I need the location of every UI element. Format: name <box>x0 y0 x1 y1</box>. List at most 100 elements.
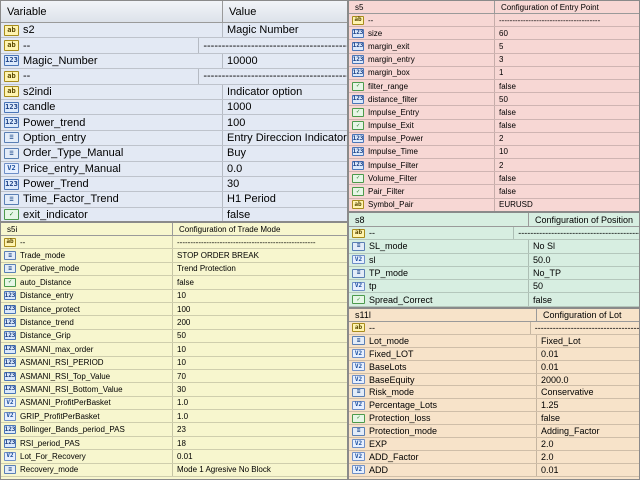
parameter-row[interactable]: 123 candle 1000 <box>1 99 347 116</box>
column-header-value[interactable]: Configuration of Lot <box>543 310 622 320</box>
parameter-value[interactable]: 30 <box>227 178 240 191</box>
parameter-row[interactable]: V2 Lot_For_Recovery 0.01 <box>1 450 347 464</box>
parameter-value[interactable]: false <box>533 294 553 305</box>
parameter-value[interactable]: 2.0 <box>541 438 554 449</box>
parameter-value[interactable]: 1000 <box>227 101 252 114</box>
parameter-value[interactable]: ----------------------------------------… <box>177 237 316 247</box>
parameter-row[interactable]: 123 margin_box 1 <box>349 66 639 80</box>
column-header-variable[interactable]: s11l <box>349 309 537 321</box>
parameter-value[interactable]: -------------------------------------- <box>499 15 601 25</box>
parameter-value[interactable]: 60 <box>499 28 508 38</box>
column-header-value[interactable]: Value <box>229 5 257 18</box>
parameter-value[interactable]: false <box>499 81 516 91</box>
parameter-value[interactable]: 1.0 <box>177 411 189 421</box>
parameter-value[interactable]: Indicator option <box>227 85 303 98</box>
parameter-row[interactable]: ≡ Risk_mode Conservative <box>349 386 639 400</box>
parameter-value[interactable]: 50.0 <box>533 254 551 265</box>
parameter-value[interactable]: false <box>227 208 251 221</box>
parameter-value[interactable]: Trend Protection <box>177 264 236 274</box>
parameter-value[interactable]: No Sl <box>533 241 556 252</box>
parameter-value[interactable]: 10000 <box>227 54 258 67</box>
parameter-row[interactable]: V2 GRIP_ProfitPerBasket 1.0 <box>1 410 347 424</box>
parameter-row[interactable]: 123 Distance_Grip 50 <box>1 329 347 344</box>
parameter-value[interactable]: false <box>499 187 516 197</box>
parameter-row[interactable]: ✓ Protection_loss false <box>349 412 639 426</box>
parameter-row[interactable]: V2 Percentage_Lots 1.25 <box>349 399 639 413</box>
parameter-row[interactable]: 123 Distance_trend 200 <box>1 316 347 330</box>
parameter-row[interactable]: V2 BaseEquity 2000.0 <box>349 373 639 387</box>
parameter-value[interactable]: Magic Number <box>227 24 299 37</box>
parameter-row[interactable]: ✓ Impulse_Exit false <box>349 119 639 133</box>
parameter-row[interactable]: ≡ Trade_mode STOP ORDER BREAK <box>1 249 347 263</box>
parameter-value[interactable]: 3 <box>499 55 504 65</box>
parameter-row[interactable]: ≡ Time_Factor_Trend H1 Period <box>1 192 347 208</box>
parameter-row[interactable]: ✓ Impulse_Entry false <box>349 106 639 120</box>
parameter-row[interactable]: V2 ASMANI_ProfitPerBasket 1.0 <box>1 396 347 411</box>
parameter-row[interactable]: 123 Distance_entry 10 <box>1 289 347 303</box>
parameter-value[interactable]: 10 <box>177 358 186 368</box>
parameter-row[interactable]: ✓ Pair_Filter false <box>349 185 639 199</box>
parameter-row[interactable]: ab s2indi Indicator option <box>1 84 347 100</box>
parameter-value[interactable]: Fixed_Lot <box>541 335 581 346</box>
parameter-value[interactable]: 50 <box>533 281 544 292</box>
column-header-value[interactable]: Configuration of Entry Point <box>501 2 599 12</box>
parameter-value[interactable]: 18 <box>177 438 186 448</box>
parameter-value[interactable]: 0.01 <box>177 451 193 461</box>
parameter-value[interactable]: 0.01 <box>541 361 559 372</box>
parameter-value[interactable]: false <box>541 413 561 424</box>
column-header-variable[interactable]: s5 <box>349 1 495 13</box>
parameter-value[interactable]: Conservative <box>541 387 594 398</box>
parameter-value[interactable]: Entry Direccion Indicator <box>227 131 347 144</box>
parameter-value[interactable]: 100 <box>177 304 191 314</box>
parameter-value[interactable]: 100 <box>227 116 246 129</box>
parameter-row[interactable]: ab -- ------------------------------------… <box>349 227 639 241</box>
column-header-variable[interactable]: s8 <box>349 213 529 226</box>
parameter-value[interactable]: Adding_Factor <box>541 426 600 437</box>
parameter-row[interactable]: 123 ASMANI_RSI_Top_Value 70 <box>1 369 347 384</box>
parameter-row[interactable]: ✓ auto_Distance false <box>1 276 347 290</box>
parameter-row[interactable]: ab -- ------------------------------------… <box>1 38 347 54</box>
parameter-row[interactable]: ≡ TP_mode No_TP <box>349 266 639 281</box>
parameter-row[interactable]: ✓ filter_range false <box>349 79 639 94</box>
column-header-variable[interactable]: Variable <box>1 1 223 22</box>
parameter-row[interactable]: 123 Power_Trend 30 <box>1 176 347 193</box>
parameter-row[interactable]: 123 ASMANI_RSI_Bottom_Value 30 <box>1 383 347 397</box>
parameter-row[interactable]: ab -- ------------------------------------… <box>1 69 347 85</box>
parameter-row[interactable]: 123 distance_filter 50 <box>349 93 639 107</box>
parameter-value[interactable]: 200 <box>177 318 191 328</box>
parameter-row[interactable]: 123 Impulse_Time 10 <box>349 145 639 160</box>
parameter-row[interactable]: ab Symbol_Pair EURUSD <box>349 198 639 211</box>
parameter-value[interactable]: 10 <box>499 147 508 157</box>
parameter-value[interactable]: No_TP <box>533 268 562 279</box>
parameter-row[interactable]: ab -- ------------------------------------ <box>349 322 639 335</box>
parameter-row[interactable]: 123 ASMANI_RSI_PERIOD 10 <box>1 356 347 370</box>
parameter-row[interactable]: 123 Power_trend 100 <box>1 115 347 131</box>
parameter-value[interactable]: 2000.0 <box>541 374 569 385</box>
parameter-value[interactable]: 0.01 <box>541 348 559 359</box>
parameter-value[interactable]: 10 <box>177 344 186 354</box>
parameter-value[interactable]: false <box>499 173 516 183</box>
parameter-row[interactable]: ab -- ------------------------------------… <box>349 14 639 28</box>
parameter-row[interactable]: 123 Distance_protect 100 <box>1 302 347 317</box>
parameter-row[interactable]: V2 BaseLots 0.01 <box>349 360 639 374</box>
parameter-value[interactable]: Buy <box>227 147 246 160</box>
parameter-value[interactable]: false <box>177 277 194 287</box>
parameter-row[interactable]: V2 sl 50.0 <box>349 253 639 267</box>
parameter-row[interactable]: ✓ Spread_Correct false <box>349 293 639 307</box>
parameter-value[interactable]: ----------------------------------------… <box>518 228 639 239</box>
parameter-row[interactable]: 123 ASMANI_max_order 10 <box>1 343 347 357</box>
parameter-row[interactable]: V2 Price_entry_Manual 0.0 <box>1 161 347 177</box>
parameter-row[interactable]: V2 EXP 2.0 <box>349 438 639 451</box>
parameter-row[interactable]: ≡ Option_entry Entry Direccion Indicator <box>1 130 347 147</box>
parameter-row[interactable]: 123 RSI_period_PAS 18 <box>1 436 347 451</box>
parameter-row[interactable]: ≡ Recovery_mode Mode 1 Agresive No Block <box>1 463 347 478</box>
parameter-value[interactable]: 1.25 <box>541 400 559 411</box>
parameter-row[interactable]: 123 margin_exit 5 <box>349 40 639 54</box>
parameter-value[interactable]: 2.0 <box>541 451 554 462</box>
parameter-row[interactable]: ✓ Volume_Filter false <box>349 172 639 186</box>
parameter-row[interactable]: V2 ADD 0.01 <box>349 463 639 477</box>
parameter-row[interactable]: V2 ADD_Factor 2.0 <box>349 450 639 464</box>
parameter-row[interactable]: ≡ Lot_mode Fixed_Lot <box>349 334 639 348</box>
parameter-value[interactable]: 30 <box>177 384 186 394</box>
parameter-row[interactable]: 123 Magic_Number 10000 <box>1 53 347 70</box>
